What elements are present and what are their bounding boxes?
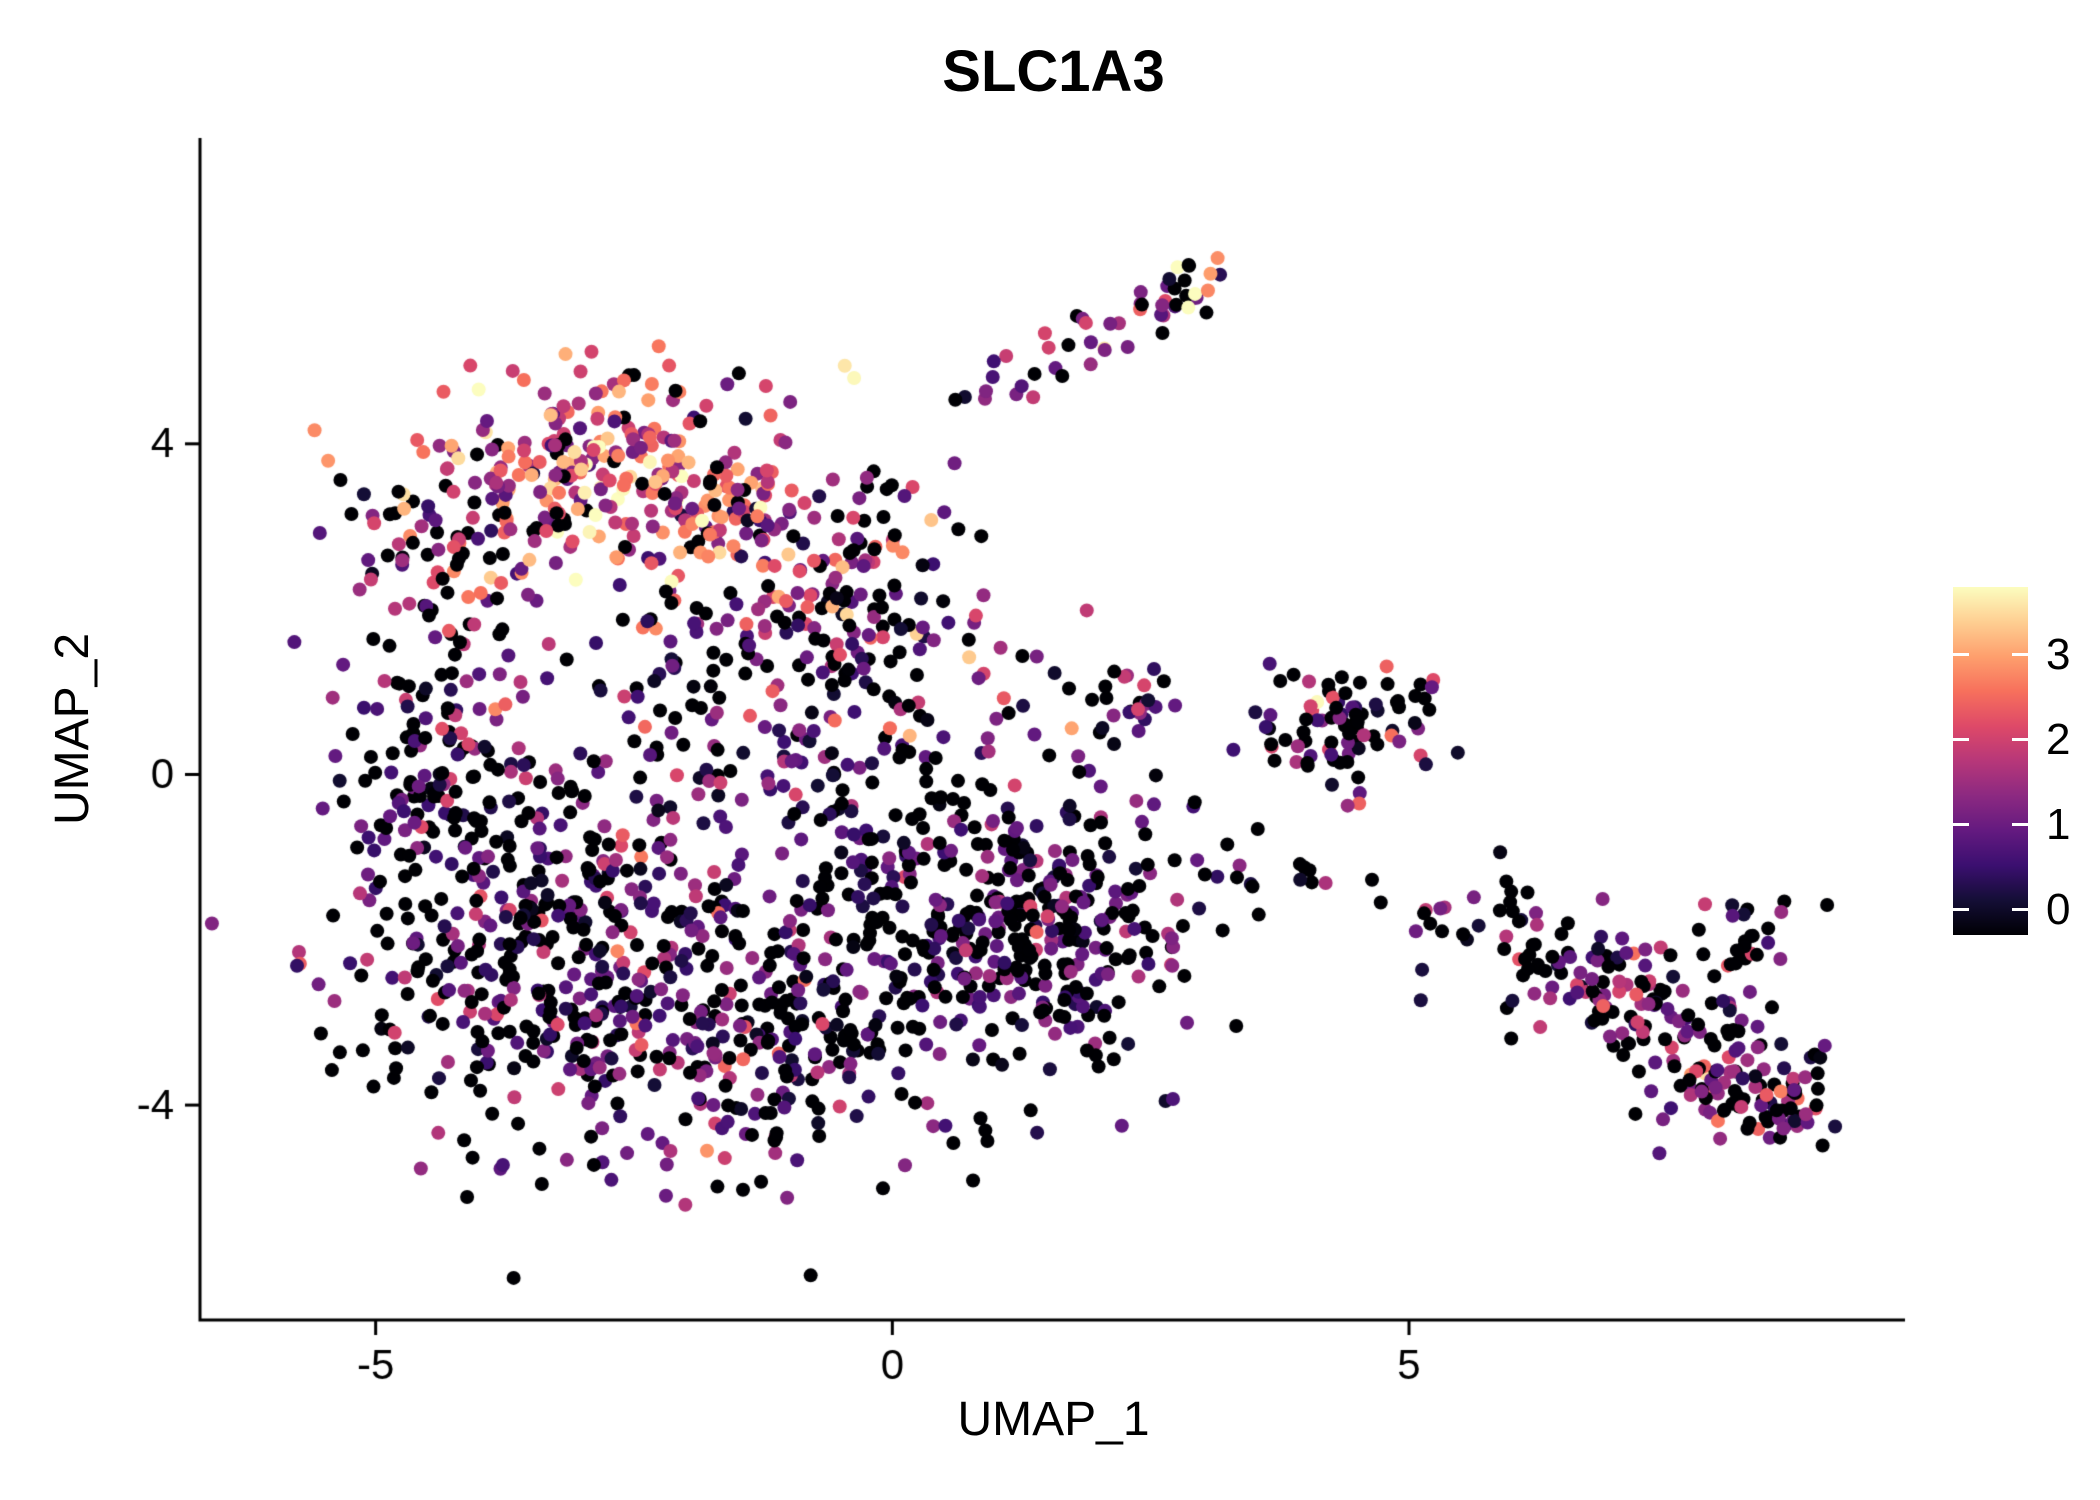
colorbar-tick-label: 1 [2046, 799, 2071, 849]
colorbar-tick-mark [2012, 653, 2028, 657]
colorbar-tick-label: 0 [2046, 884, 2071, 934]
colorbar-tick-label: 3 [2046, 629, 2071, 679]
colorbar-tick-mark [1953, 908, 1969, 912]
colorbar-tick-mark [2012, 823, 2028, 827]
colorbar-tick-mark [1953, 823, 1969, 827]
colorbar-gradient [1953, 587, 2028, 935]
x-axis-label: UMAP_1 [957, 1393, 1150, 1446]
colorbar-tick-label: 2 [2046, 714, 2071, 764]
y-axis-label: UMAP_2 [46, 632, 99, 826]
expression-colorbar: 0 1 2 3 [1953, 587, 2070, 935]
colorbar-tick-mark [1953, 738, 1969, 742]
colorbar-tick-mark [2012, 908, 2028, 912]
chart-title: SLC1A3 [942, 39, 1165, 104]
colorbar-tick-mark [2012, 738, 2028, 742]
colorbar-tick-mark [1953, 653, 1969, 657]
